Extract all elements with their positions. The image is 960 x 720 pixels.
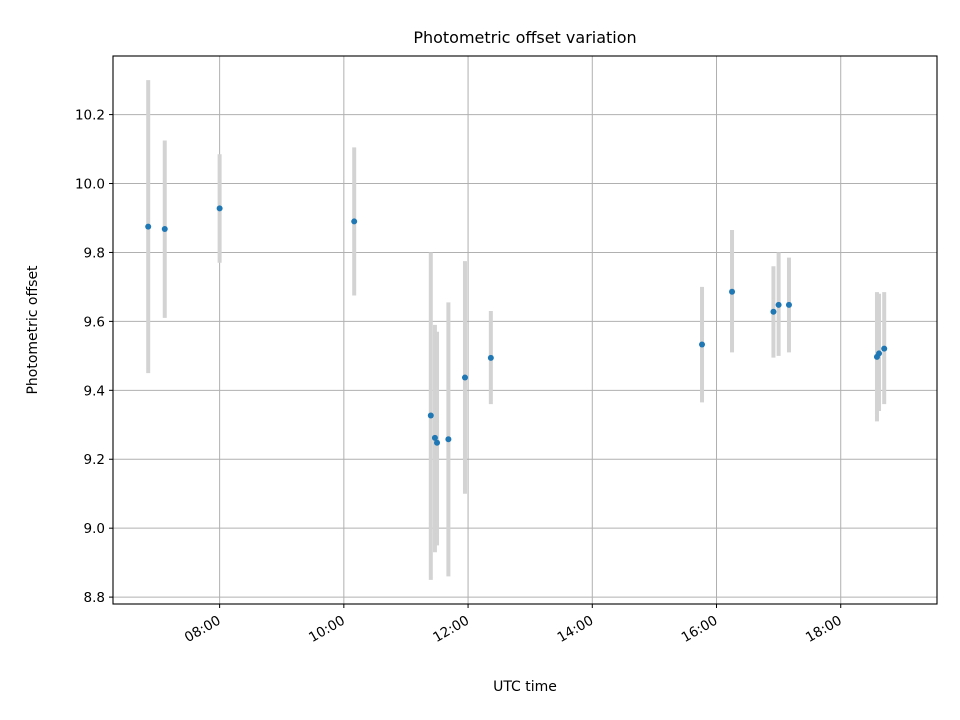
chart-title: Photometric offset variation xyxy=(413,28,636,47)
x-axis-label: UTC time xyxy=(493,679,557,695)
data-point xyxy=(881,345,888,352)
data-point xyxy=(431,434,438,441)
axis-ticks xyxy=(109,114,842,608)
plot-frame xyxy=(112,55,938,605)
y-tick-label: 10.0 xyxy=(75,177,105,193)
data-point xyxy=(145,223,152,230)
y-axis-label: Photometric offset xyxy=(25,265,41,395)
data-point xyxy=(445,436,452,443)
data-point xyxy=(699,341,706,348)
data-point xyxy=(487,354,494,361)
data-point xyxy=(434,439,441,446)
data-point xyxy=(461,374,468,381)
data-point xyxy=(785,301,792,308)
data-point xyxy=(161,226,168,233)
data-point xyxy=(770,308,777,315)
y-tick-label: 9.6 xyxy=(84,314,105,330)
data-point xyxy=(729,288,736,295)
y-tick-label: 9.2 xyxy=(84,452,105,468)
data-point xyxy=(216,205,223,212)
data-point xyxy=(775,301,782,308)
y-tick-label: 8.8 xyxy=(84,590,105,606)
data-points xyxy=(145,205,888,446)
data-point xyxy=(876,350,883,357)
y-tick-label: 9.8 xyxy=(84,245,105,261)
grid-lines xyxy=(113,56,937,604)
y-tick-label: 9.0 xyxy=(84,521,105,537)
y-tick-label: 9.4 xyxy=(84,383,105,399)
y-tick-label: 10.2 xyxy=(75,108,105,124)
data-point xyxy=(351,218,358,225)
data-point xyxy=(427,412,434,419)
